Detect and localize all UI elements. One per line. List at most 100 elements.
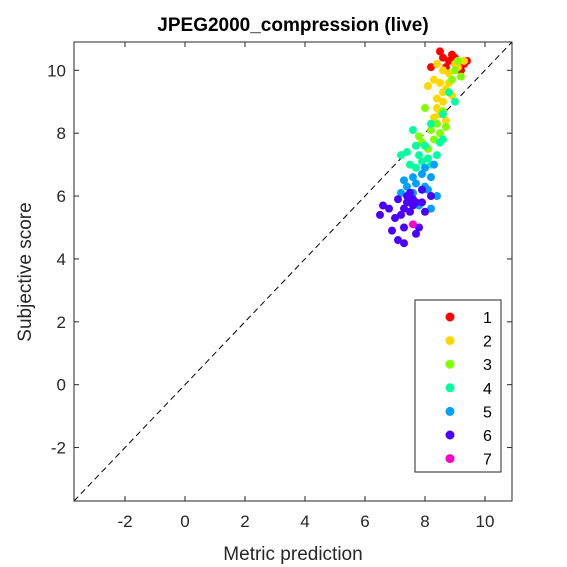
plot-box	[73, 41, 513, 502]
legend-marker-3	[445, 359, 455, 369]
data-point-series-6	[415, 223, 423, 232]
data-point-series-5	[409, 173, 417, 182]
data-point-series-3	[415, 132, 423, 141]
data-point-series-3	[457, 72, 465, 81]
y-tick-label: 6	[57, 187, 66, 206]
data-point-series-3	[436, 129, 444, 138]
data-point-series-5	[418, 170, 426, 179]
data-point-series-1	[427, 63, 435, 72]
x-tick-label: 8	[420, 512, 429, 531]
legend-label-4: 4	[483, 381, 492, 398]
data-point-series-3	[430, 135, 438, 144]
data-point-series-5	[430, 160, 438, 169]
data-point-series-2	[439, 97, 447, 106]
axes: -2 0 2 4 6 8 10 -2 0 2 4 6 8 10	[47, 41, 513, 531]
y-tick-label: 10	[47, 61, 66, 80]
data-point-series-6	[385, 204, 393, 213]
data-point-series-1	[448, 50, 456, 59]
data-point-series-5	[427, 204, 435, 213]
data-point-series-4	[421, 141, 429, 150]
data-point-series-4	[403, 148, 411, 157]
data-point-series-3	[448, 75, 456, 84]
legend-marker-5	[445, 406, 455, 416]
data-point-series-6	[397, 210, 405, 219]
chart-title: JPEG2000_compression (live)	[157, 15, 428, 36]
data-point-series-4	[409, 126, 417, 135]
data-point-series-7	[409, 220, 417, 229]
data-point-series-6	[379, 201, 387, 210]
legend-label-6: 6	[483, 428, 492, 445]
data-point-series-6	[376, 210, 384, 219]
legend-label-5: 5	[483, 404, 492, 421]
legend-label-3: 3	[483, 357, 492, 374]
identity-reference-line	[73, 41, 513, 502]
data-point-series-2	[433, 94, 441, 103]
legend: 1 2 3 4 5 6 7	[414, 299, 502, 473]
data-point-series-2	[436, 78, 444, 87]
data-point-series-4	[427, 119, 435, 128]
data-point-series-2	[460, 56, 468, 65]
x-tick-label: 0	[180, 512, 189, 531]
data-point-series-2	[433, 104, 441, 113]
x-tick-label: -2	[117, 512, 132, 531]
data-point-series-1	[436, 47, 444, 56]
data-point-series-6	[400, 239, 408, 248]
data-point-series-6	[388, 226, 396, 235]
data-point-series-5	[412, 179, 420, 188]
data-point-series-2	[439, 88, 447, 97]
data-point-series-2	[424, 82, 432, 91]
data-point-series-2	[439, 66, 447, 75]
data-point-series-2	[430, 75, 438, 84]
data-point-series-5	[397, 188, 405, 197]
data-point-series-6	[418, 185, 426, 194]
data-point-series-3	[433, 119, 441, 128]
data-point-series-2	[430, 113, 438, 122]
data-point-series-5	[403, 182, 411, 191]
data-point-series-3	[427, 126, 435, 135]
data-point-series-4	[412, 163, 420, 172]
data-point-series-4	[397, 151, 405, 160]
y-tick-label: 4	[57, 250, 66, 269]
data-point-series-6	[421, 207, 429, 216]
data-point-series-6	[400, 223, 408, 232]
data-point-series-2	[433, 60, 441, 69]
data-point-series-6	[403, 198, 411, 207]
data-point-series-6	[394, 195, 402, 204]
data-point-series-3	[442, 122, 450, 131]
y-tick-label: -2	[51, 439, 66, 458]
legend-label-1: 1	[483, 310, 492, 327]
data-point-series-4	[439, 135, 447, 144]
data-point-series-5	[433, 192, 441, 201]
data-point-series-4	[439, 110, 447, 119]
legend-marker-7	[445, 454, 455, 464]
y-tick-label: 8	[57, 124, 66, 143]
x-axis-label: Metric prediction	[223, 544, 362, 565]
legend-label-2: 2	[483, 334, 492, 351]
legend-box	[414, 299, 502, 473]
data-point-series-6	[391, 214, 399, 223]
data-point-series-4	[451, 97, 459, 106]
data-point-series-6	[418, 198, 426, 207]
data-point-series-6	[427, 192, 435, 201]
x-tick-label: 2	[240, 512, 249, 531]
data-point-series-4	[415, 151, 423, 160]
data-point-series-3	[454, 56, 462, 65]
data-point-series-6	[400, 204, 408, 213]
data-point-series-5	[421, 163, 429, 172]
data-point-series-6	[403, 192, 411, 201]
legend-marker-4	[445, 383, 455, 393]
legend-label-7: 7	[483, 452, 492, 469]
x-tick-label: 4	[300, 512, 309, 531]
data-point-series-3	[451, 66, 459, 75]
data-point-series-6	[394, 236, 402, 245]
data-point-series-5	[400, 176, 408, 185]
data-point-series-4	[418, 157, 426, 166]
data-point-series-3	[421, 104, 429, 113]
data-point-series-4	[424, 154, 432, 163]
data-point-series-1	[445, 56, 453, 65]
data-point-series-5	[427, 173, 435, 182]
legend-marker-1	[445, 312, 455, 322]
legend-marker-2	[445, 336, 455, 346]
y-tick-label: 2	[57, 313, 66, 332]
